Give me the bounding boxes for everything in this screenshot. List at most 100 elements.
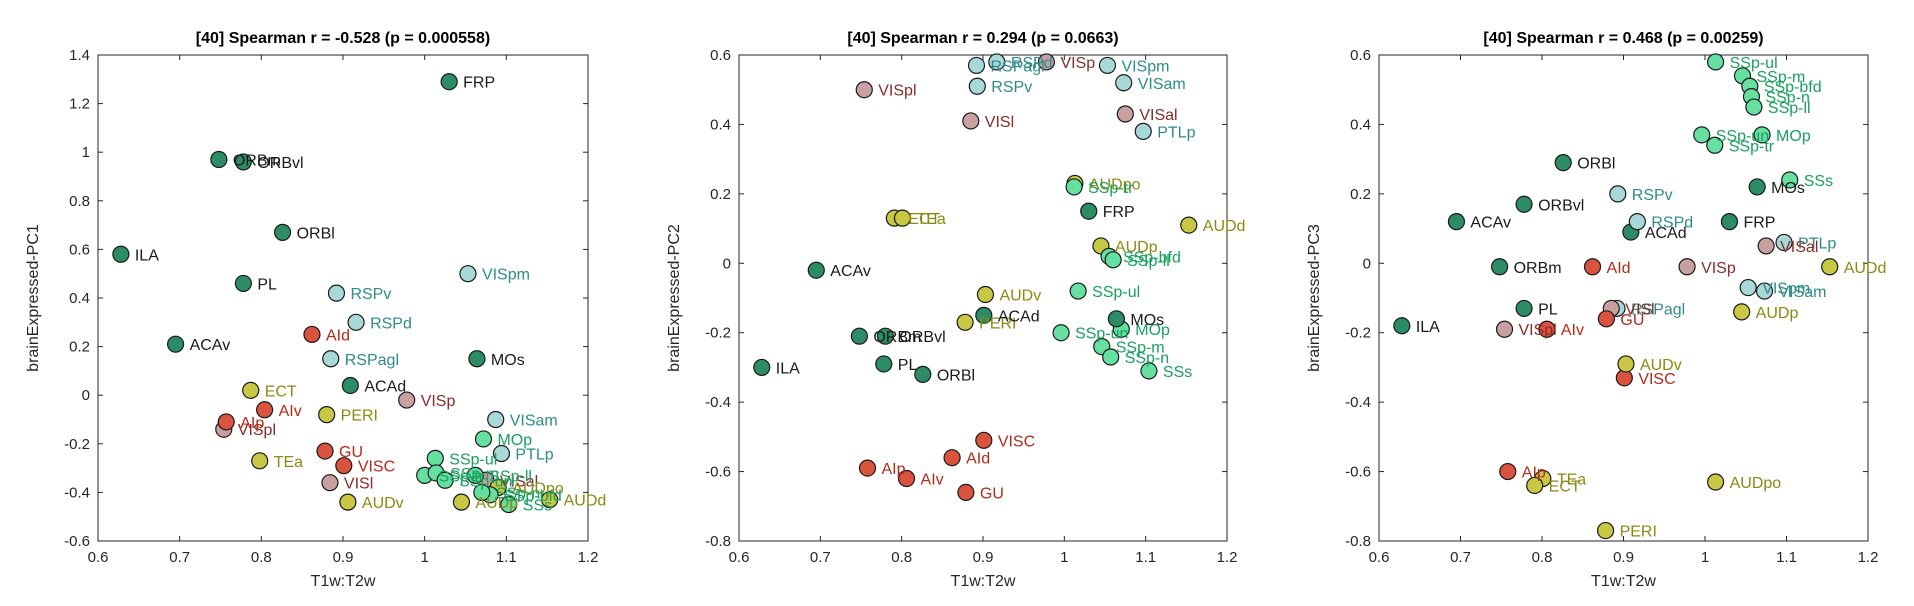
point-label-visal: VISal <box>1139 107 1177 124</box>
point-label-visp: VISp <box>1701 260 1736 277</box>
point-aip <box>858 459 877 477</box>
x-tick-label: 1.1 <box>1135 549 1156 566</box>
x-tick-label: 1 <box>420 549 428 566</box>
point-aid <box>1583 258 1602 276</box>
point-pl <box>234 274 252 293</box>
y-tick-label: 0.6 <box>1350 47 1371 64</box>
point-aid <box>303 325 321 344</box>
point-gu <box>1597 310 1615 328</box>
point-ssp-ll <box>1104 251 1122 269</box>
y-tick-label: 0.6 <box>69 241 90 258</box>
point-ssp-tr <box>1706 136 1724 154</box>
point-label-ssp-tr: SSp-tr <box>1729 138 1775 155</box>
point-ssp-un <box>1693 126 1711 144</box>
point-label-tea: TEa <box>1557 472 1586 489</box>
point-ssp-n <box>1102 348 1120 366</box>
point-frp <box>1720 213 1739 231</box>
point-audp <box>452 493 471 511</box>
point-aiv <box>256 401 274 419</box>
point-label-audd: AUDd <box>1203 218 1246 235</box>
point-label-peri: PERI <box>341 408 378 425</box>
point-audd <box>541 491 559 509</box>
chart-panel-2: 0.6 0.7 0.8 0.9 1 1.1 1.2 -0.8 -0.6 -0.4 -0.2 0 0.2 0… <box>666 30 1245 590</box>
point-ptlp <box>1134 122 1152 140</box>
point-label-rspagl: RSPagl <box>1631 301 1685 318</box>
point-label-gu: GU <box>1620 312 1644 329</box>
point-ptlp <box>1775 233 1793 252</box>
point-label-audp: AUDp <box>1115 239 1158 256</box>
point-label-rspv: RSPv <box>991 79 1032 96</box>
point-label-visc: VISC <box>998 433 1035 450</box>
y-tick-label: 1 <box>82 144 90 161</box>
point-label-audpo: AUDpo <box>1089 176 1141 193</box>
point-rspd <box>347 313 365 331</box>
point-ila <box>112 245 130 263</box>
point-acad <box>975 306 993 324</box>
y-tick-label: 0 <box>1363 255 1371 272</box>
point-gu <box>957 483 975 501</box>
point-label-gu: GU <box>339 444 363 461</box>
point-label-orbm: ORBm <box>233 152 281 169</box>
point-label-visl: VISl <box>985 114 1014 131</box>
point-sss <box>500 495 518 514</box>
point-label-ptlp: PTLp <box>515 447 553 464</box>
y-tick-label: 0.4 <box>1350 116 1371 133</box>
point-label-orbl: ORBl <box>1577 156 1615 173</box>
point-label-rspd: RSPd <box>1651 215 1693 232</box>
point-label-visam: VISam <box>510 413 558 430</box>
point-label-aip: AIp <box>1522 465 1546 482</box>
y-tick-label: -0.4 <box>1345 394 1371 411</box>
point-label-ssp-bfd: SSp-bfd <box>1764 79 1822 96</box>
point-label-aid: AId <box>326 327 350 344</box>
point-label-visal: VISal <box>500 473 538 490</box>
point-label-mop: MOp <box>1135 322 1170 339</box>
point-audd <box>1821 258 1839 276</box>
point-mos <box>1107 310 1125 328</box>
point-label-visc: VISC <box>1638 371 1675 388</box>
point-audv <box>339 493 357 511</box>
point-rspagl <box>967 56 986 75</box>
point-sss <box>1781 171 1799 189</box>
x-tick-label: 0.6 <box>1369 549 1390 566</box>
point-mos <box>468 350 486 368</box>
point-label-orbvl: ORBvl <box>1538 197 1584 214</box>
point-label-ptlp: PTLp <box>1157 124 1195 141</box>
point-label-peri: PERI <box>979 315 1016 332</box>
x-tick-label: 0.7 <box>810 549 831 566</box>
point-label-mos: MOs <box>491 352 525 369</box>
point-ect <box>242 381 260 399</box>
point-label-ptlp: PTLp <box>1798 235 1836 252</box>
point-rspv <box>1609 185 1627 203</box>
x-tick-label: 0.6 <box>88 549 109 566</box>
point-visl <box>962 112 980 130</box>
y-tick-label: -0.8 <box>1345 533 1371 550</box>
point-mop <box>1753 126 1771 144</box>
point-label-orbvl: ORBvl <box>899 329 945 346</box>
point-label-rspagl: RSPagl <box>345 352 399 369</box>
point-vispm <box>1098 56 1117 75</box>
point-orbl <box>914 365 932 383</box>
point-label-audd: AUDd <box>564 493 607 510</box>
y-tick-label: 1.4 <box>69 47 90 64</box>
point-label-acad: ACAd <box>364 378 406 395</box>
y-tick-label: -0.8 <box>705 533 731 550</box>
point-label-frp: FRP <box>1103 204 1135 221</box>
point-vispm <box>1739 278 1757 297</box>
point-label-vispl: VISpl <box>878 83 916 100</box>
point-label-rspv: RSPv <box>350 286 391 303</box>
point-pl <box>875 355 893 373</box>
y-tick-label: -0.4 <box>705 394 731 411</box>
point-label-visam: VISam <box>1778 284 1826 301</box>
point-label-ssp-tr: SSp-tr <box>1088 180 1134 197</box>
chart-title: [40] Spearman r = 0.468 (p = 0.00259) <box>1483 30 1763 47</box>
point-orbm <box>850 327 868 345</box>
point-orbl <box>1554 154 1572 172</box>
point-label-ila: ILA <box>135 247 159 264</box>
point-label-vispl: VISpl <box>1519 322 1557 339</box>
point-label-audd: AUDd <box>1844 260 1887 277</box>
point-rspd <box>1628 213 1646 231</box>
point-label-rspd: RSPd <box>1011 55 1053 72</box>
x-tick-label: 0.8 <box>891 549 912 566</box>
y-tick-label: 1.2 <box>69 96 90 113</box>
